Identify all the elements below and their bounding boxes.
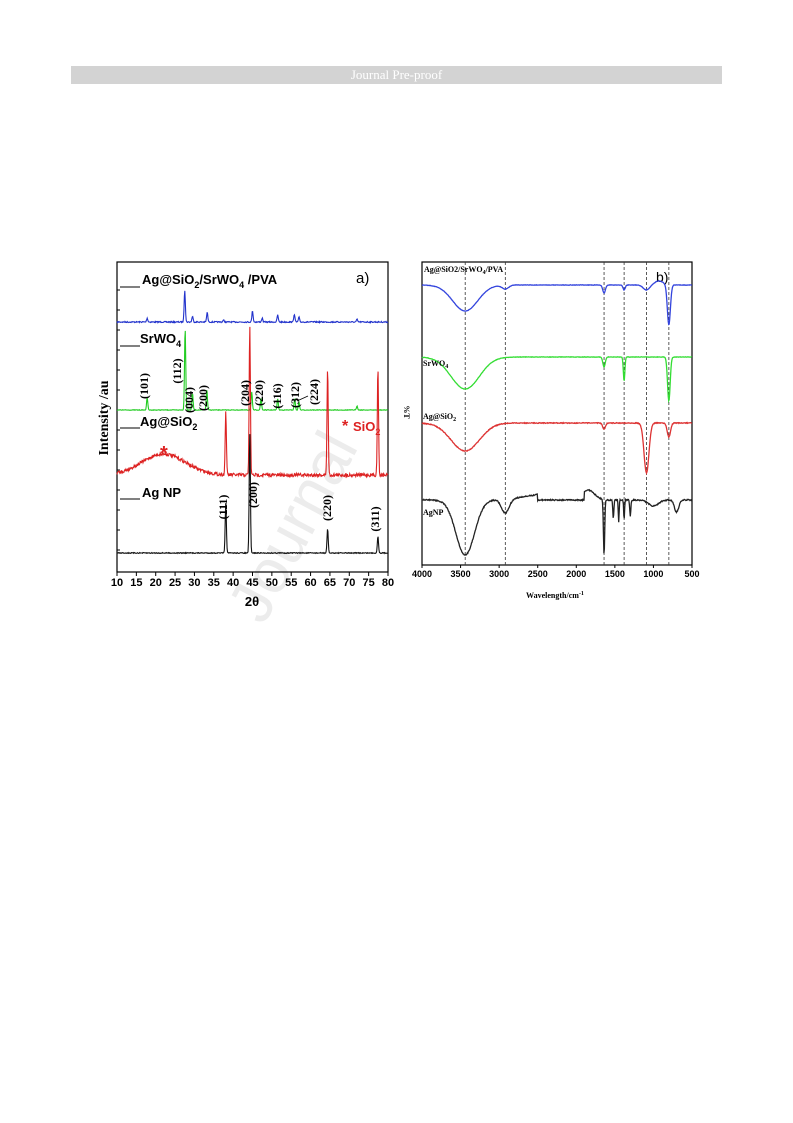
- srwo4-plane-label: (116): [270, 383, 284, 408]
- ftir-series-label-agnp: AgNP: [423, 508, 444, 517]
- sio2-star-marker: *: [160, 443, 168, 465]
- ag-plane-label: (200): [246, 482, 260, 508]
- ftir-x-tick-label: 500: [684, 569, 699, 579]
- srwo4-plane-label: (112): [170, 358, 184, 383]
- xrd-x-tick-label: 55: [285, 577, 297, 589]
- ftir-x-tick-label: 3000: [489, 569, 509, 579]
- srwo4-plane-label: (004): [182, 387, 196, 413]
- xrd-x-tick-label: 20: [150, 577, 162, 589]
- ftir-series-label-agsio2: Ag@SiO2: [423, 412, 456, 423]
- panel-label-a: a): [356, 270, 369, 287]
- ftir-x-tick-label: 1000: [643, 569, 663, 579]
- xrd-x-tick-label: 60: [304, 577, 316, 589]
- ag-plane-label: (111): [216, 495, 230, 520]
- ftir-panel: b) %T Wavelength/cm-1 4000 3500 3000 2500 20…: [402, 261, 700, 600]
- ag-plane-label: (311): [368, 506, 382, 531]
- srwo4-plane-label: (101): [137, 373, 151, 399]
- ag-plane-label: (220): [320, 495, 334, 521]
- xrd-x-tick-label: 10: [111, 577, 123, 589]
- xrd-x-tick-label: 75: [363, 577, 375, 589]
- xrd-x-tick-label: 45: [246, 577, 258, 589]
- xrd-x-tick-label: 50: [266, 577, 278, 589]
- xrd-x-axis-label: 2θ: [245, 594, 259, 609]
- ftir-series-line: [421, 421, 693, 476]
- xrd-series-label-composite: Ag@SiO2/SrWO4 /PVA: [142, 272, 278, 290]
- ftir-x-tick-label: 2500: [528, 569, 548, 579]
- xrd-x-tick-label: 70: [343, 577, 355, 589]
- xrd-series-label-srwo4: SrWO4: [140, 331, 181, 349]
- xrd-x-tick-label: 15: [130, 577, 142, 589]
- xrd-series-line: [116, 290, 389, 324]
- srwo4-plane-label: (312): [288, 382, 302, 408]
- xrd-x-tick-label: 65: [324, 577, 336, 589]
- ftir-series-line: [421, 488, 693, 556]
- ftir-series-line: [421, 280, 693, 326]
- ftir-series-label-srwo4: SrWO4: [423, 359, 448, 370]
- sio2-legend-label: SiO2: [353, 419, 380, 437]
- ftir-series-line: [421, 355, 693, 404]
- ftir-x-tick-label: 3500: [451, 569, 471, 579]
- ftir-x-axis-label: Wavelength/cm-1: [526, 591, 584, 600]
- xrd-y-axis-label: Intensity /au: [97, 380, 112, 455]
- xrd-series-label-agsio2: Ag@SiO2: [140, 414, 197, 432]
- srwo4-plane-label: (204): [238, 380, 252, 406]
- xrd-x-tick-label: 35: [208, 577, 220, 589]
- ftir-x-tick-label: 1500: [605, 569, 625, 579]
- ftir-series-label-composite: Ag@SiO2/SrWO4/PVA: [424, 265, 503, 276]
- srwo4-plane-label: (220): [252, 380, 266, 406]
- xrd-x-tick-label: 30: [188, 577, 200, 589]
- xrd-series-line: [116, 326, 389, 479]
- sio2-star-legend: *: [342, 418, 349, 435]
- xrd-x-tick-label: 25: [169, 577, 181, 589]
- xrd-panel: a) Intensity /au 2θ 10 15 20 25 30 35 40 45 50 55…: [97, 261, 394, 609]
- xrd-series-label-agnp: Ag NP: [142, 485, 181, 500]
- xrd-x-tick-label: 80: [382, 577, 394, 589]
- ftir-y-axis-label: %T: [402, 405, 411, 419]
- ftir-frame: [421, 261, 693, 566]
- xrd-series-line: [116, 330, 388, 412]
- srwo4-plane-label: (200): [196, 385, 210, 411]
- journal-banner: Journal Pre-proof: [71, 66, 722, 84]
- ftir-x-tick-label: 4000: [412, 569, 432, 579]
- plane-pointer: [296, 395, 309, 402]
- ftir-x-tick-label: 2000: [566, 569, 586, 579]
- srwo4-plane-label: (224): [307, 379, 321, 405]
- xrd-x-tick-label: 40: [227, 577, 239, 589]
- xrd-series-line: [116, 434, 389, 555]
